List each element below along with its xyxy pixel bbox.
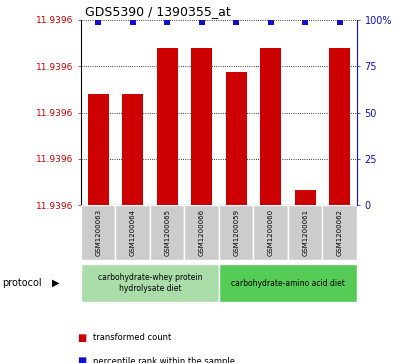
Text: carbohydrate-amino acid diet: carbohydrate-amino acid diet	[231, 279, 345, 287]
Text: GSM1200062: GSM1200062	[337, 209, 343, 256]
Bar	[122, 94, 143, 205]
Text: GDS5390 / 1390355_at: GDS5390 / 1390355_at	[85, 5, 231, 18]
Point	[164, 19, 171, 25]
Bar	[191, 48, 212, 205]
Text: GSM1200061: GSM1200061	[302, 209, 308, 256]
Text: transformed count: transformed count	[93, 333, 172, 342]
Bar	[184, 205, 219, 260]
Text: ■: ■	[77, 356, 86, 363]
Text: carbohydrate-whey protein
hydrolysate diet: carbohydrate-whey protein hydrolysate di…	[98, 273, 202, 293]
Bar	[322, 205, 357, 260]
Bar	[260, 48, 281, 205]
Point	[95, 19, 102, 25]
Bar	[81, 205, 115, 260]
Bar	[330, 48, 350, 205]
Bar	[254, 205, 288, 260]
Point	[302, 19, 308, 25]
Text: GSM1200066: GSM1200066	[199, 209, 205, 256]
Text: percentile rank within the sample: percentile rank within the sample	[93, 357, 235, 363]
Text: ■: ■	[77, 333, 86, 343]
Text: ▶: ▶	[52, 278, 59, 288]
Text: GSM1200065: GSM1200065	[164, 209, 170, 256]
Text: GSM1200063: GSM1200063	[95, 209, 101, 256]
Bar	[219, 264, 357, 302]
Bar	[115, 205, 150, 260]
Bar	[288, 205, 322, 260]
Bar	[157, 48, 178, 205]
Bar	[219, 205, 254, 260]
Point	[129, 19, 136, 25]
Text: GSM1200060: GSM1200060	[268, 209, 273, 256]
Point	[267, 19, 274, 25]
Text: GSM1200059: GSM1200059	[233, 209, 239, 256]
Bar	[226, 72, 247, 205]
Bar	[150, 205, 184, 260]
Point	[233, 19, 239, 25]
Point	[198, 19, 205, 25]
Point	[336, 19, 343, 25]
Text: protocol: protocol	[2, 278, 42, 288]
Bar	[81, 264, 219, 302]
Text: GSM1200064: GSM1200064	[129, 209, 136, 256]
Bar	[295, 190, 315, 205]
Bar	[88, 94, 109, 205]
